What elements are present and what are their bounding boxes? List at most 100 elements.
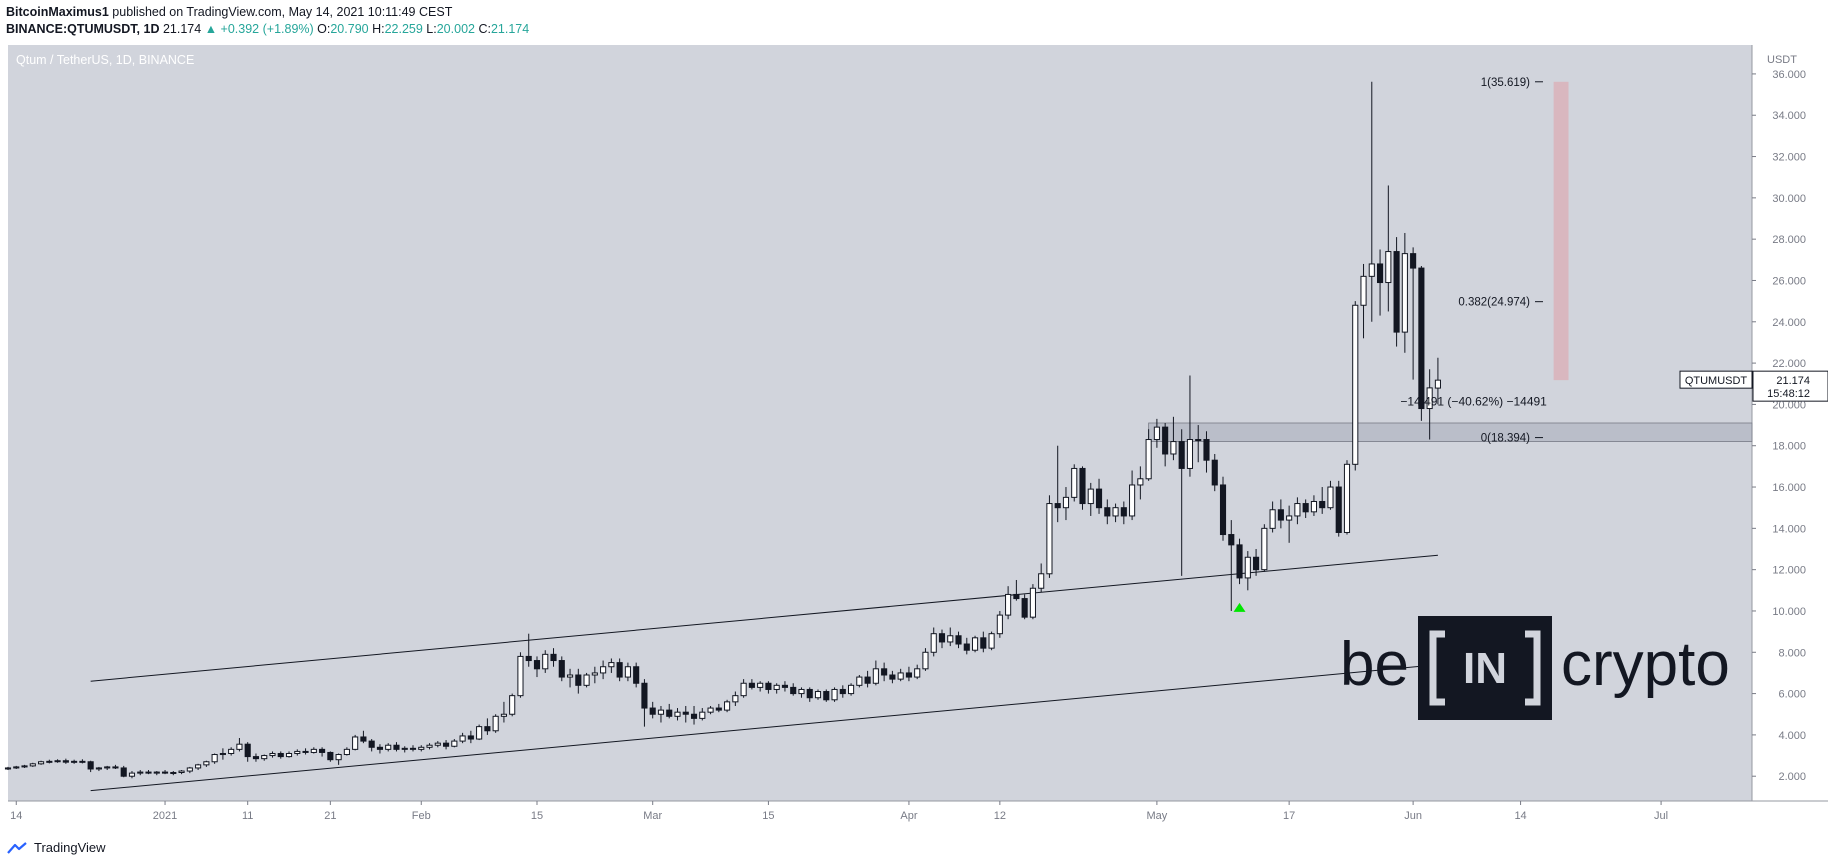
candle-body <box>699 711 706 719</box>
candle-body <box>616 662 623 678</box>
candle-body <box>550 653 557 662</box>
candle <box>839 685 846 698</box>
low-label: L: <box>426 22 437 36</box>
candle-body <box>1120 507 1127 517</box>
candle <box>666 703 673 719</box>
candle-body <box>385 744 392 750</box>
candle-body <box>244 743 251 758</box>
candle-body <box>343 748 350 756</box>
candle <box>740 679 747 698</box>
author-name[interactable]: BitcoinMaximus1 <box>6 5 109 19</box>
close-value: 21.174 <box>490 22 530 36</box>
x-tick-label: Mar <box>643 810 662 822</box>
candle-body <box>848 684 855 695</box>
candle-body <box>1352 304 1359 465</box>
candle-body <box>1095 488 1103 509</box>
y-tick-label: 4.000 <box>1778 730 1806 742</box>
candle-body <box>1219 484 1227 536</box>
y-tick-label: 34.000 <box>1772 110 1806 122</box>
candle <box>310 747 317 754</box>
candle-body <box>71 760 78 763</box>
candle-body <box>393 744 400 750</box>
candle <box>798 687 805 698</box>
candle <box>980 631 987 653</box>
candle <box>186 766 193 774</box>
candle-body <box>128 772 136 777</box>
candle-body <box>1062 496 1070 509</box>
candle-body <box>1236 544 1243 579</box>
tradingview-footer[interactable]: TradingView <box>6 840 106 855</box>
candle-body <box>790 686 797 695</box>
candle <box>938 629 946 649</box>
candle <box>443 740 450 750</box>
open-label: O: <box>317 22 331 36</box>
candle <box>699 708 706 721</box>
candle-body <box>153 771 160 774</box>
candle-body <box>930 633 937 653</box>
channel-upper-line[interactable] <box>90 554 1438 682</box>
candle-body <box>955 635 962 645</box>
measure-label: −14.491 (−40.62%) −14491 <box>1400 394 1547 408</box>
candle <box>104 765 111 771</box>
candle <box>418 745 425 752</box>
candle-body <box>1145 439 1152 480</box>
support-zone <box>1148 422 1753 442</box>
candle <box>1029 584 1036 620</box>
candle <box>467 730 474 744</box>
last-price: 21.174 <box>162 22 202 36</box>
candle <box>79 759 86 764</box>
candle-body <box>591 672 598 676</box>
candle <box>170 771 177 776</box>
high-label: H: <box>372 22 385 36</box>
tradingview-brand: TradingView <box>34 840 106 855</box>
candle <box>1310 495 1317 516</box>
candle-body <box>1228 534 1235 546</box>
x-tick-label: 15 <box>762 810 774 822</box>
x-tick-label: Apr <box>900 810 917 822</box>
candle <box>1244 551 1251 591</box>
y-tick-label: 6.000 <box>1778 689 1806 701</box>
candle-body <box>1335 486 1342 533</box>
candle <box>1277 499 1284 529</box>
candle <box>343 747 350 756</box>
candle-body <box>1253 556 1260 571</box>
candle <box>335 753 342 765</box>
candle <box>277 751 284 759</box>
candle <box>161 770 169 775</box>
x-tick-label: 14 <box>1514 810 1526 822</box>
candle <box>905 666 912 682</box>
candle <box>1434 357 1441 405</box>
candle-body <box>426 744 433 748</box>
candle <box>1385 185 1392 312</box>
candle <box>971 635 979 653</box>
candle <box>633 662 640 688</box>
candle <box>219 748 226 760</box>
candle <box>203 760 210 767</box>
candle <box>211 753 218 764</box>
candle-body <box>690 713 698 719</box>
candle <box>128 771 136 779</box>
candle <box>37 760 45 765</box>
candle-body <box>1162 426 1169 455</box>
candle-body <box>575 674 582 686</box>
candle-body <box>1343 463 1351 533</box>
candle-body <box>798 688 805 695</box>
candle-body <box>186 767 193 772</box>
candle <box>261 754 268 761</box>
candle-body <box>335 754 342 761</box>
candle <box>1087 482 1094 516</box>
high-value: 22.259 <box>384 22 423 36</box>
candle <box>591 666 598 684</box>
candle <box>848 683 855 696</box>
candle <box>814 689 822 700</box>
channel-lower-line[interactable] <box>90 664 1438 792</box>
candle-body <box>1170 441 1177 455</box>
candle-body <box>624 666 631 678</box>
candle <box>641 679 648 727</box>
candle-body <box>1203 439 1210 461</box>
candle <box>963 637 970 655</box>
candle <box>1294 497 1301 525</box>
candle-body <box>203 761 210 766</box>
candle-body <box>1087 488 1094 505</box>
